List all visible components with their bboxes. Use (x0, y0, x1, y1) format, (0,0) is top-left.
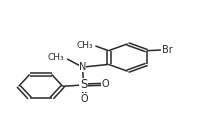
Text: O: O (81, 94, 88, 104)
Text: CH₃: CH₃ (77, 41, 93, 50)
Text: Br: Br (162, 45, 172, 55)
Text: S: S (80, 79, 87, 91)
Text: O: O (102, 79, 109, 89)
Text: N: N (79, 62, 86, 72)
Text: CH₃: CH₃ (47, 53, 64, 62)
